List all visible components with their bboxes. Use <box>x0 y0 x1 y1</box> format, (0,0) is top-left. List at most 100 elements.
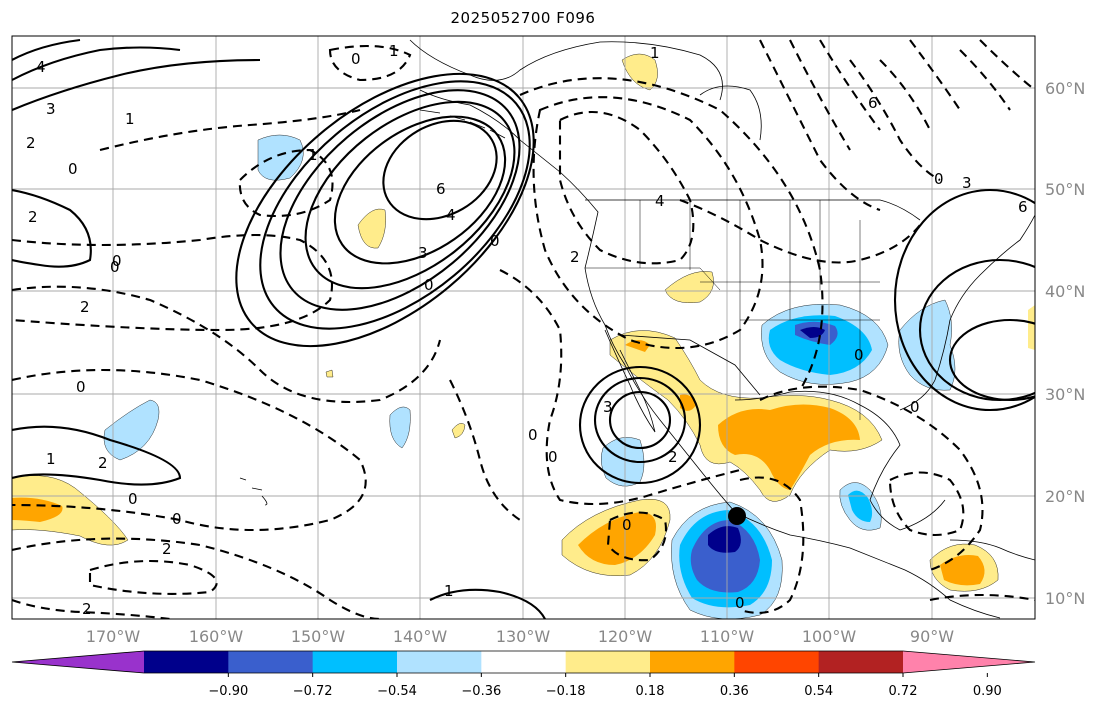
shade-blob <box>800 327 825 338</box>
contour-line <box>382 119 498 221</box>
shade-blob <box>848 490 873 522</box>
contour-line <box>304 100 516 290</box>
shade-blob <box>451 423 466 439</box>
contour-label: 0 <box>128 490 138 508</box>
shade-blob <box>680 394 696 411</box>
contour-label: 2 <box>28 208 38 226</box>
lon-label: 110°W <box>700 627 755 646</box>
contour-label: 0 <box>351 50 361 68</box>
contour-label: 6 <box>436 180 446 198</box>
colorbar-tick-label: −0.90 <box>208 684 248 699</box>
contour-line <box>739 476 805 614</box>
contour-label: 2 <box>162 540 172 558</box>
contour-line <box>12 425 182 486</box>
contour-label: 0 <box>110 258 120 276</box>
contour-label: 3 <box>962 174 972 192</box>
contour-line <box>12 285 442 403</box>
lat-label: 10°N <box>1045 589 1085 608</box>
shade-blob <box>325 369 334 378</box>
contour-label: 0 <box>490 232 500 250</box>
shade-blob <box>1028 305 1035 350</box>
colorbar-tick-label: 0.72 <box>889 684 918 699</box>
contour-labels: 1 0 4 3 2 0 1 6 4 3 0 2 0 2 0 2 3 0 0 2 … <box>26 42 1028 618</box>
contour-line <box>593 376 687 464</box>
colorbar-segment <box>734 651 820 673</box>
shade-blob <box>578 512 656 565</box>
contour-label: 0 <box>68 160 78 178</box>
contour-line <box>235 72 535 348</box>
colorbar-tick-label: −0.54 <box>377 684 417 699</box>
shade-blob <box>898 299 956 391</box>
contour-label: 2 <box>26 134 36 152</box>
contour-label: 0 <box>622 516 632 534</box>
colorbar-tick-label: −0.36 <box>461 684 501 699</box>
contour-line <box>99 108 361 152</box>
contour-label: 1 <box>46 450 56 468</box>
lon-label: 130°W <box>496 627 551 646</box>
contour-line <box>759 385 984 571</box>
coastline-alaska <box>409 39 723 101</box>
contour-line <box>578 365 702 485</box>
contour-line <box>333 115 507 265</box>
hawaii-islands <box>239 477 268 506</box>
contour-line <box>259 80 531 330</box>
contours-positive <box>12 38 1035 619</box>
contour-label: 0 <box>735 594 745 612</box>
shade-blob <box>103 399 160 461</box>
colorbar-segment <box>818 651 904 673</box>
contours-dashed <box>12 39 1035 619</box>
contour-line <box>759 39 881 211</box>
contour-line <box>12 537 381 619</box>
shade-blob <box>257 134 304 181</box>
colorbar-segment <box>144 651 229 673</box>
contour-line <box>12 38 261 111</box>
contour-label: 1 <box>308 146 318 164</box>
contour-line <box>918 258 1035 402</box>
shade-blob <box>708 526 741 553</box>
lon-label: 140°W <box>393 627 448 646</box>
contour-line <box>929 593 1035 602</box>
plot-area: 1 0 4 3 2 0 1 6 4 3 0 2 0 2 0 2 3 0 0 2 … <box>12 36 1035 619</box>
contour-label: 0 <box>112 252 122 270</box>
contour-label: 4 <box>655 192 665 210</box>
colorbar-segment <box>228 651 314 673</box>
contour-label: 0 <box>172 510 182 528</box>
latitude-labels: 60°N 50°N 40°N 30°N 20°N 10°N <box>1045 79 1085 608</box>
coastline-east <box>899 214 1035 411</box>
contour-line <box>12 368 367 531</box>
border-us-canada <box>585 199 921 221</box>
colorbar-tick-label: 0.90 <box>973 684 1002 699</box>
contour-line <box>499 269 741 506</box>
station-dot <box>728 507 746 525</box>
shade-blob <box>12 497 63 522</box>
contour-line <box>606 511 667 562</box>
state-lines <box>585 200 880 420</box>
coastline-gulf <box>734 390 946 531</box>
contour-line <box>88 559 218 595</box>
page-title: 2025052700 F096 <box>450 9 596 27</box>
contour-line <box>12 188 92 268</box>
lon-label: 100°W <box>802 627 857 646</box>
contour-label: 0 <box>528 426 538 444</box>
shade-blob <box>664 271 714 303</box>
shade-blob <box>12 475 129 546</box>
contour-line <box>849 39 961 181</box>
plot-frame <box>11 35 1036 620</box>
contour-label: 1 <box>444 582 454 600</box>
contour-label: 4 <box>36 58 46 76</box>
lon-label: 90°W <box>910 627 954 646</box>
contour-label: 0 <box>910 398 920 416</box>
lon-label: 150°W <box>291 627 346 646</box>
contour-label: 6 <box>868 94 878 112</box>
plot-background <box>12 36 1035 619</box>
colorbar-tick-label: 0.36 <box>720 684 749 699</box>
colorbar: −0.90 −0.72 −0.54 −0.36 −0.18 0.18 0.36 0.54 0.7… <box>11 650 1036 699</box>
contour-label: 0 <box>548 448 558 466</box>
lon-label: 120°W <box>598 627 653 646</box>
shade-blob <box>940 555 985 586</box>
contour-label: 6 <box>1018 198 1028 216</box>
lon-label: 160°W <box>189 627 244 646</box>
lat-label: 50°N <box>1045 180 1085 199</box>
lon-label: 170°W <box>86 627 141 646</box>
border-us-mexico <box>619 334 761 396</box>
